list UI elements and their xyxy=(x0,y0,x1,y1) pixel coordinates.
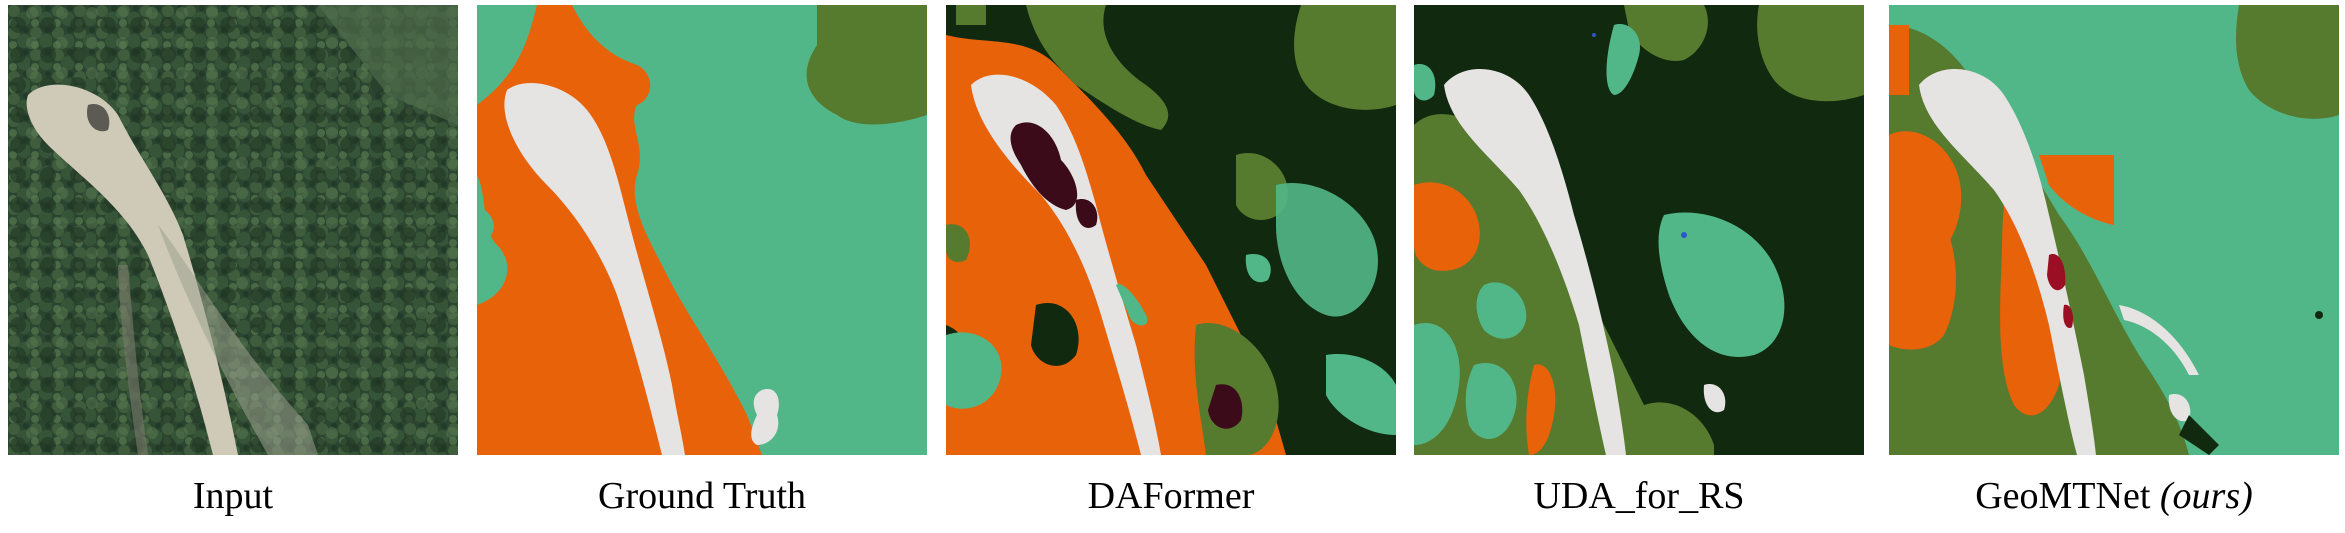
caption-text: GeoMTNet xyxy=(1975,475,2151,517)
daformer-prediction-map xyxy=(946,5,1396,455)
uda-for-rs-prediction-map xyxy=(1414,5,1864,455)
daformer-caption: DAFormer xyxy=(946,470,1396,522)
daformer-panel xyxy=(946,5,1396,455)
ground-truth-panel xyxy=(477,5,927,455)
caption-text: DAFormer xyxy=(1087,475,1255,517)
caption-text: UDA_for_RS xyxy=(1533,475,1745,517)
ground-truth-map xyxy=(477,5,927,455)
caption-text: Input xyxy=(192,475,274,517)
uda-for-rs-panel xyxy=(1414,5,1864,455)
caption-text: Ground Truth xyxy=(598,475,806,517)
input-image-panel xyxy=(8,5,458,455)
ours-note: (ours) xyxy=(2159,475,2253,517)
geomtnet-panel xyxy=(1889,5,2339,455)
uda-for-rs-caption: UDA_for_RS xyxy=(1414,470,1864,522)
ground-truth-caption: Ground Truth xyxy=(477,470,927,522)
input-aerial-image xyxy=(8,5,458,455)
geomtnet-caption: GeoMTNet (ours) xyxy=(1889,470,2339,522)
input-caption: Input xyxy=(8,470,458,522)
geomtnet-prediction-map xyxy=(1889,5,2339,455)
